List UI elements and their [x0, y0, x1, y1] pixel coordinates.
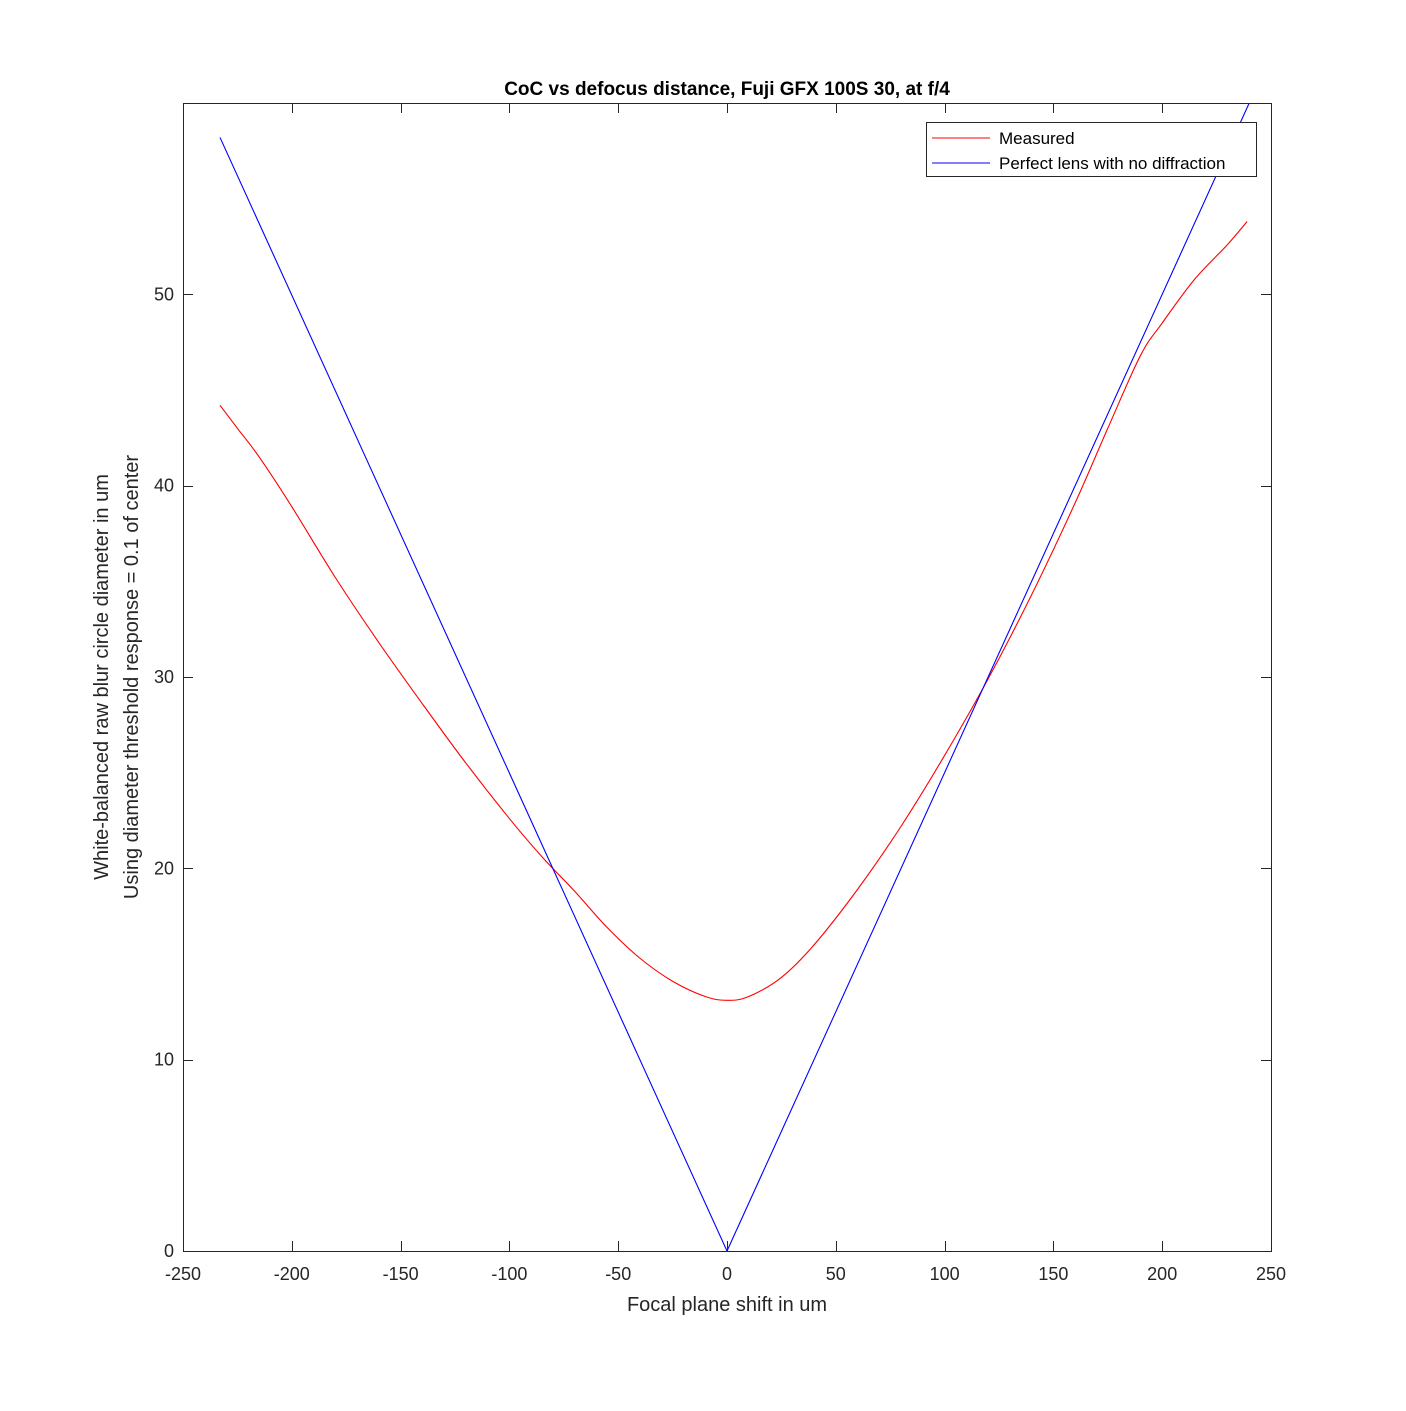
x-tick-label: -150 — [383, 1264, 419, 1284]
x-tick-label: -100 — [491, 1264, 527, 1284]
legend-label-perfect-lens: Perfect lens with no diffraction — [999, 154, 1225, 173]
x-tick-label: -50 — [605, 1264, 631, 1284]
y-tick-label: 50 — [154, 284, 174, 304]
y-tick-label: 30 — [154, 667, 174, 687]
y-tick-label: 10 — [154, 1050, 174, 1070]
y-axis-label-line-1: White-balanced raw blur circle diameter … — [91, 474, 113, 880]
ticks-layer: -250 -200 -150 -100 -50 0 50 100 150 200 250 0 10 20 3… — [154, 103, 1286, 1284]
y-tick-label: 0 — [164, 1241, 174, 1261]
x-tick-label: -200 — [274, 1264, 310, 1284]
legend: Measured Perfect lens with no diffractio… — [926, 122, 1257, 177]
legend-box — [926, 122, 1257, 177]
x-tick-label: 0 — [722, 1264, 732, 1284]
legend-label-measured: Measured — [999, 129, 1075, 148]
x-axis-label: Focal plane shift in um — [627, 1294, 827, 1316]
series-measured-line — [219, 221, 1248, 1001]
y-axis-label-line-2: Using diameter threshold response = 0.1 … — [121, 455, 143, 899]
y-tick-label: 40 — [154, 476, 174, 496]
x-tick-label: 250 — [1256, 1264, 1286, 1284]
plot-area — [183, 103, 1271, 1251]
y-tick-label: 20 — [154, 858, 174, 878]
chart-title: CoC vs defocus distance, Fuji GFX 100S 3… — [504, 79, 950, 100]
x-tick-label: -250 — [165, 1264, 201, 1284]
x-tick-label: 100 — [930, 1264, 960, 1284]
x-tick-label: 50 — [826, 1264, 846, 1284]
series-layer — [219, 103, 1250, 1251]
x-tick-label: 150 — [1038, 1264, 1068, 1284]
series-perfect-lens-line — [219, 103, 1250, 1251]
x-tick-label: 200 — [1147, 1264, 1177, 1284]
